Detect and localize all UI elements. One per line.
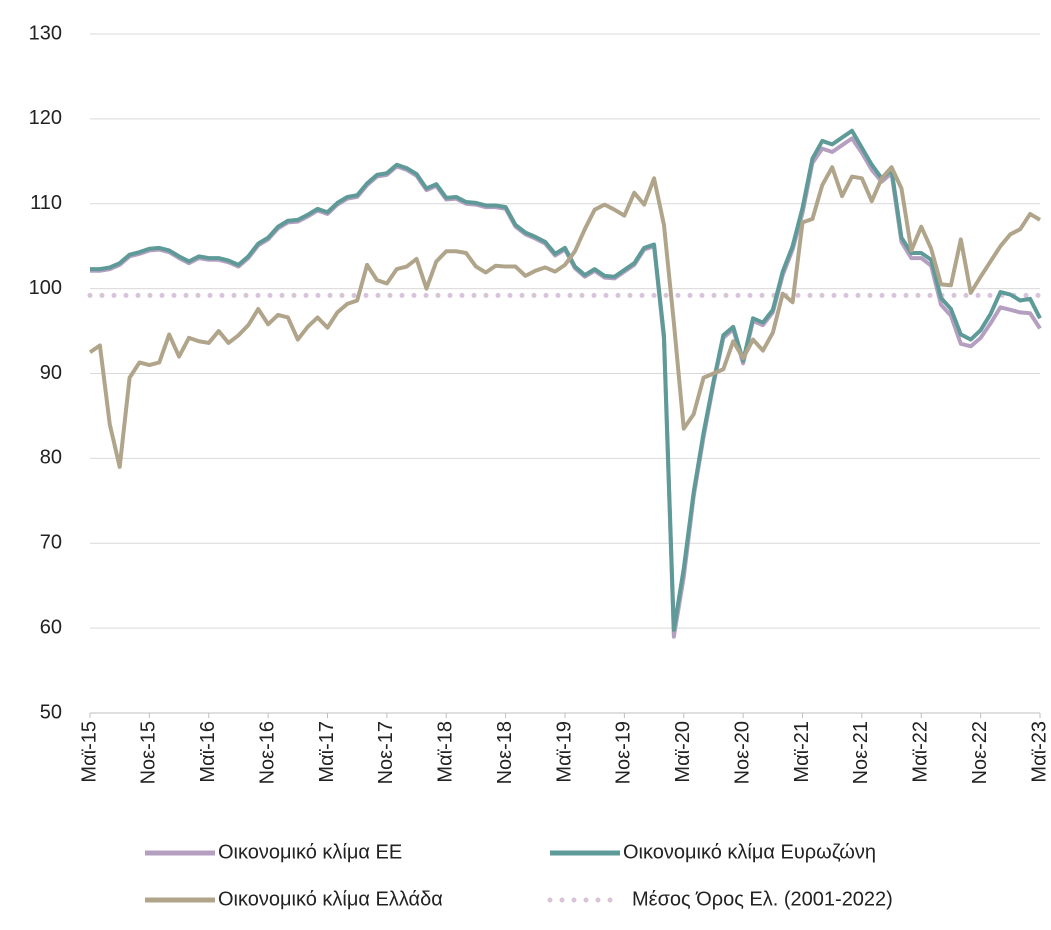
x-tick-label: Μαϊ-18 bbox=[435, 721, 457, 783]
series-line bbox=[90, 128, 1042, 632]
x-tick-label: Νοε-15 bbox=[138, 721, 160, 784]
legend-label: Οικονομικό κλίμα ΕΕ bbox=[218, 841, 402, 863]
x-tick-label: Μαϊ-19 bbox=[553, 721, 575, 783]
x-tick-label: Μαϊ-21 bbox=[791, 721, 813, 783]
x-tick-label: Νοε-22 bbox=[969, 721, 991, 784]
legend-label: Μέσος Όρος Ελ. (2001-2022) bbox=[632, 888, 893, 910]
x-tick-label: Μαϊ-22 bbox=[910, 721, 932, 783]
x-tick-label: Νοε-20 bbox=[731, 721, 753, 784]
y-tick-label: 70 bbox=[40, 532, 62, 554]
legend-label: Οικονομικό κλίμα Ευρωζώνη bbox=[623, 841, 876, 863]
x-tick-label: Μαϊ-17 bbox=[316, 721, 338, 783]
y-tick-label: 60 bbox=[40, 616, 62, 638]
series-line bbox=[88, 165, 1042, 469]
x-tick-label: Νοε-21 bbox=[850, 721, 872, 784]
legend-label: Οικονομικό κλίμα Ελλάδα bbox=[218, 888, 443, 910]
y-tick-label: 120 bbox=[29, 107, 62, 129]
x-tick-label: Μαϊ-15 bbox=[78, 721, 100, 783]
x-tick-label: Νοε-18 bbox=[494, 721, 516, 784]
y-tick-label: 110 bbox=[30, 192, 62, 214]
x-tick-label: Μαϊ-23 bbox=[1028, 721, 1050, 783]
y-tick-label: 50 bbox=[40, 701, 62, 723]
y-tick-label: 80 bbox=[40, 447, 62, 469]
y-tick-label: 100 bbox=[29, 277, 62, 299]
x-tick-label: Μαϊ-16 bbox=[197, 721, 219, 783]
x-tick-label: Μαϊ-20 bbox=[672, 721, 694, 783]
x-tick-label: Νοε-19 bbox=[613, 721, 635, 784]
y-tick-label: 90 bbox=[40, 362, 62, 384]
x-tick-label: Νοε-16 bbox=[256, 721, 278, 784]
y-tick-label: 130 bbox=[29, 22, 62, 44]
x-tick-label: Νοε-17 bbox=[375, 721, 397, 784]
